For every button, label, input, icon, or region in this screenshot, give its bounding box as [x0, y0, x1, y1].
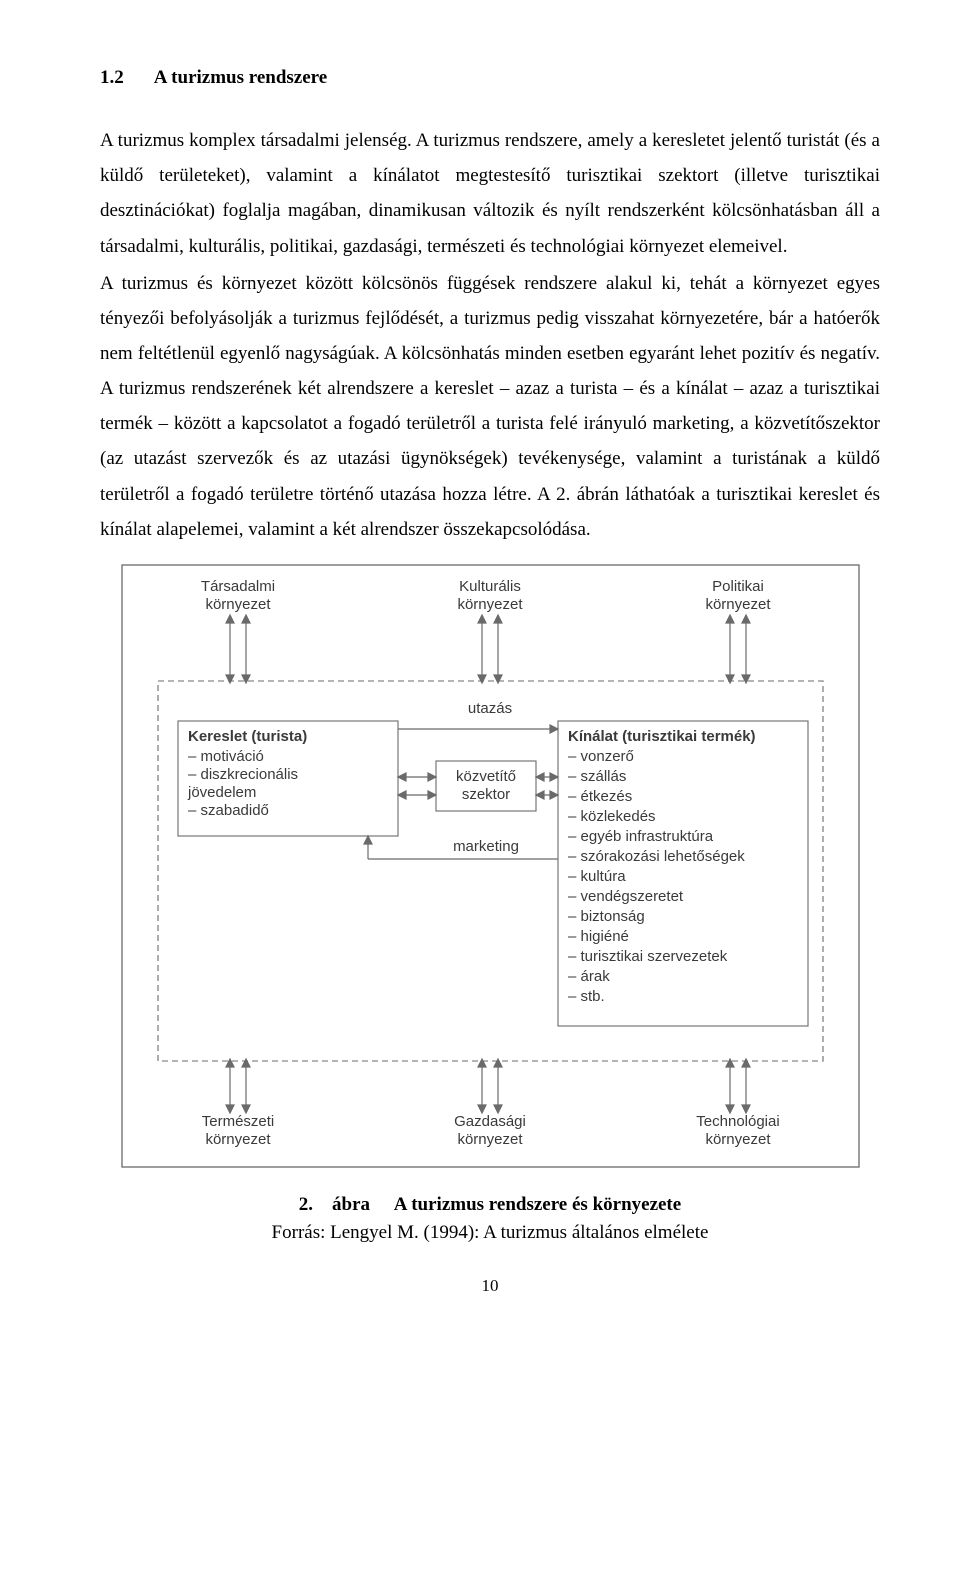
label-top-mid-2: környezet [457, 596, 523, 613]
label-top-right-1: Politikai [712, 578, 764, 595]
supply-item-6: – kultúra [568, 868, 626, 885]
caption-number: 2. [299, 1194, 313, 1215]
arrow-mediator-supply [536, 773, 558, 799]
label-top-left-1: Társadalmi [200, 578, 274, 595]
supply-item-5: – szórakozási lehetőségek [568, 848, 745, 865]
arrow-top-right [726, 615, 750, 683]
arrow-utazas [398, 725, 558, 733]
label-bot-left-2: környezet [205, 1131, 271, 1148]
supply-item-1: – szállás [568, 768, 626, 785]
supply-item-0: – vonzerő [568, 748, 634, 765]
mediator-line2: szektor [461, 786, 509, 803]
demand-item-1: – diszkrecionális [188, 766, 298, 783]
demand-item-3: – szabadidő [188, 802, 269, 819]
supply-item-2: – étkezés [568, 788, 632, 805]
arrow-top-left [226, 615, 250, 683]
label-bot-right-2: környezet [705, 1131, 771, 1148]
tourism-system-diagram: Társadalmi környezet Kulturális környeze… [118, 561, 863, 1171]
supply-item-4: – egyéb infrastruktúra [568, 828, 714, 845]
label-marketing: marketing [453, 838, 519, 855]
label-top-left-2: környezet [205, 596, 271, 613]
section-number: 1.2 [100, 60, 124, 95]
supply-item-7: – vendégszeretet [568, 888, 684, 905]
label-utazas: utazás [467, 700, 511, 717]
label-bot-mid-1: Gazdasági [454, 1113, 526, 1130]
caption-source: Forrás: Lengyel M. (1994): A turizmus ál… [100, 1219, 880, 1248]
arrow-bot-mid [478, 1059, 502, 1113]
arrow-bot-right [726, 1059, 750, 1113]
section-heading: 1.2 A turizmus rendszere [100, 60, 880, 95]
supply-title: Kínálat (turisztikai termék) [568, 728, 756, 745]
supply-item-3: – közlekedés [568, 808, 656, 825]
arrow-top-mid [478, 615, 502, 683]
supply-item-9: – higiéné [568, 928, 629, 945]
supply-item-8: – biztonság [568, 908, 645, 925]
label-bot-right-1: Technológiai [696, 1113, 779, 1130]
caption-label: ábra [332, 1194, 370, 1215]
mediator-line1: közvetítő [455, 768, 515, 785]
demand-item-2: jövedelem [187, 784, 256, 801]
figure-caption: 2. ábra A turizmus rendszere és környeze… [100, 1191, 880, 1248]
demand-title: Kereslet (turista) [188, 728, 307, 745]
paragraph-1: A turizmus komplex társadalmi jelenség. … [100, 123, 880, 264]
label-bot-mid-2: környezet [457, 1131, 523, 1148]
body-text: A turizmus komplex társadalmi jelenség. … [100, 123, 880, 547]
paragraph-2: A turizmus és környezet között kölcsönös… [100, 266, 880, 547]
supply-item-10: – turisztikai szervezetek [568, 948, 728, 965]
caption-title: A turizmus rendszere és környezete [394, 1194, 681, 1215]
demand-item-0: – motiváció [188, 748, 264, 765]
supply-item-11: – árak [568, 968, 610, 985]
label-top-mid-1: Kulturális [459, 578, 521, 595]
section-title: A turizmus rendszere [154, 60, 327, 95]
supply-item-12: – stb. [568, 988, 605, 1005]
label-top-right-2: környezet [705, 596, 771, 613]
diagram-svg: Társadalmi környezet Kulturális környeze… [118, 561, 863, 1171]
arrow-demand-mediator [398, 773, 436, 799]
arrow-bot-left [226, 1059, 250, 1113]
page-number: 10 [100, 1270, 880, 1301]
label-bot-left-1: Természeti [201, 1113, 274, 1130]
